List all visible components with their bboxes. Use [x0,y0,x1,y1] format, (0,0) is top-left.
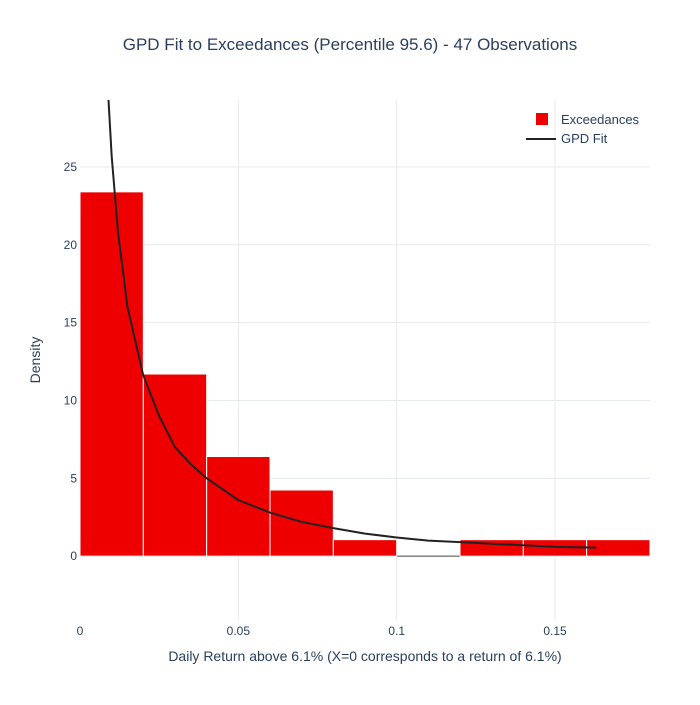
histogram-bar-0[interactable] [79,191,144,557]
y-tick-label: 5 [70,471,77,485]
tick-layer: 0 0.05 0.1 0.15 0 5 10 15 20 25 [64,160,567,638]
y-axis-label: Density [27,337,43,384]
chart-title: GPD Fit to Exceedances (Percentile 95.6)… [123,35,577,54]
histogram-bar-4[interactable] [332,539,398,557]
legend-label-exceedances[interactable]: Exceedances [561,112,640,127]
x-tick-label: 0.05 [227,624,251,638]
legend-swatch-exceedances [536,113,548,125]
legend[interactable]: Exceedances GPD Fit [526,112,640,146]
y-tick-label: 15 [64,316,78,330]
histogram-bar-2[interactable] [206,456,271,557]
legend-label-gpd-fit[interactable]: GPD Fit [561,131,608,146]
histogram-bar-8[interactable] [586,539,651,557]
y-tick-label: 20 [64,238,78,252]
y-tick-label: 25 [64,160,78,174]
y-tick-label: 0 [70,549,77,563]
y-tick-label: 10 [64,393,78,407]
x-axis-label: Daily Return above 6.1% (X=0 corresponds… [168,648,561,664]
x-tick-label: 0.1 [388,624,405,638]
gpd-fit-line[interactable] [107,99,597,549]
line-layer [107,99,597,549]
x-tick-label: 0.15 [543,624,567,638]
x-tick-label: 0 [77,624,84,638]
histogram-bar-3[interactable] [269,489,334,557]
